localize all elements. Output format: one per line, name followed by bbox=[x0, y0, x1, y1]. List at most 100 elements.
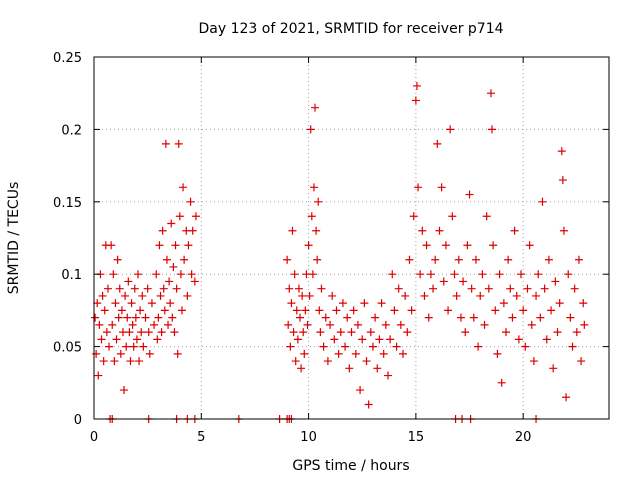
data-point bbox=[292, 306, 301, 315]
data-point bbox=[141, 313, 150, 322]
data-point bbox=[293, 335, 302, 344]
x-tick-label: 20 bbox=[515, 430, 532, 445]
data-point bbox=[311, 103, 320, 112]
data-point bbox=[437, 183, 446, 192]
data-point bbox=[559, 226, 568, 235]
data-point bbox=[99, 357, 108, 366]
data-point bbox=[130, 284, 139, 293]
data-point bbox=[180, 255, 189, 264]
data-points bbox=[91, 81, 589, 423]
data-point bbox=[386, 335, 395, 344]
data-point bbox=[158, 226, 167, 235]
data-point bbox=[371, 313, 380, 322]
data-point bbox=[356, 386, 365, 395]
data-point bbox=[328, 291, 337, 300]
data-point bbox=[420, 291, 429, 300]
data-point bbox=[368, 342, 377, 351]
data-point bbox=[469, 313, 478, 322]
data-point bbox=[162, 255, 171, 264]
data-point bbox=[418, 226, 427, 235]
data-point bbox=[323, 357, 332, 366]
data-point bbox=[424, 313, 433, 322]
data-point bbox=[190, 277, 199, 286]
data-point bbox=[353, 320, 362, 329]
data-point bbox=[169, 262, 178, 271]
data-point bbox=[108, 320, 117, 329]
data-point bbox=[152, 270, 161, 279]
data-point bbox=[580, 320, 589, 329]
data-point bbox=[557, 147, 566, 156]
data-point bbox=[284, 320, 293, 329]
data-point bbox=[111, 299, 120, 308]
data-point bbox=[411, 96, 420, 105]
data-point bbox=[121, 291, 130, 300]
data-point bbox=[112, 335, 121, 344]
data-point bbox=[157, 328, 166, 337]
data-point bbox=[358, 335, 367, 344]
data-point bbox=[93, 299, 102, 308]
data-point bbox=[416, 270, 425, 279]
data-point bbox=[519, 306, 528, 315]
data-point bbox=[159, 284, 168, 293]
data-point bbox=[319, 342, 328, 351]
data-point bbox=[480, 320, 489, 329]
data-point bbox=[459, 277, 468, 286]
data-point bbox=[383, 371, 392, 380]
data-point bbox=[155, 241, 164, 250]
data-point bbox=[117, 306, 126, 315]
data-point bbox=[564, 270, 573, 279]
data-point bbox=[305, 291, 314, 300]
data-point bbox=[144, 328, 153, 337]
data-point bbox=[338, 299, 347, 308]
data-point bbox=[91, 313, 100, 322]
data-point bbox=[527, 320, 536, 329]
data-point bbox=[332, 306, 341, 315]
data-point bbox=[313, 255, 322, 264]
data-point bbox=[452, 291, 461, 300]
data-point bbox=[177, 306, 186, 315]
data-point bbox=[364, 400, 373, 409]
y-axis-label: SRMTID / TECUs bbox=[6, 182, 22, 295]
y-tick-label: 0 bbox=[74, 413, 82, 428]
series-0 bbox=[91, 81, 589, 409]
data-point bbox=[345, 364, 354, 373]
data-point bbox=[394, 284, 403, 293]
data-point bbox=[510, 226, 519, 235]
grid bbox=[94, 57, 609, 419]
data-point bbox=[572, 328, 581, 337]
data-point bbox=[381, 320, 390, 329]
data-point bbox=[450, 270, 459, 279]
data-point bbox=[137, 328, 146, 337]
data-point bbox=[484, 284, 493, 293]
data-point bbox=[300, 349, 309, 358]
data-point bbox=[486, 89, 495, 98]
data-point bbox=[287, 299, 296, 308]
data-point bbox=[478, 270, 487, 279]
data-point bbox=[532, 291, 541, 300]
data-point bbox=[431, 255, 440, 264]
data-point bbox=[506, 284, 515, 293]
data-point bbox=[166, 299, 175, 308]
data-point bbox=[558, 176, 567, 185]
data-point bbox=[120, 386, 129, 395]
data-point bbox=[343, 313, 352, 322]
data-point bbox=[429, 284, 438, 293]
data-point bbox=[435, 226, 444, 235]
data-point bbox=[283, 255, 292, 264]
data-point bbox=[183, 291, 192, 300]
data-point bbox=[401, 291, 410, 300]
data-point bbox=[285, 284, 294, 293]
data-point bbox=[309, 183, 318, 192]
data-point bbox=[362, 357, 371, 366]
data-point bbox=[474, 342, 483, 351]
data-point bbox=[113, 255, 122, 264]
data-point bbox=[173, 349, 182, 358]
data-point bbox=[566, 313, 575, 322]
data-point bbox=[540, 284, 549, 293]
data-point bbox=[392, 342, 401, 351]
x-tick-label: 0 bbox=[90, 430, 98, 445]
data-point bbox=[426, 270, 435, 279]
data-point bbox=[150, 320, 159, 329]
data-point bbox=[549, 364, 558, 373]
data-point bbox=[175, 212, 184, 221]
